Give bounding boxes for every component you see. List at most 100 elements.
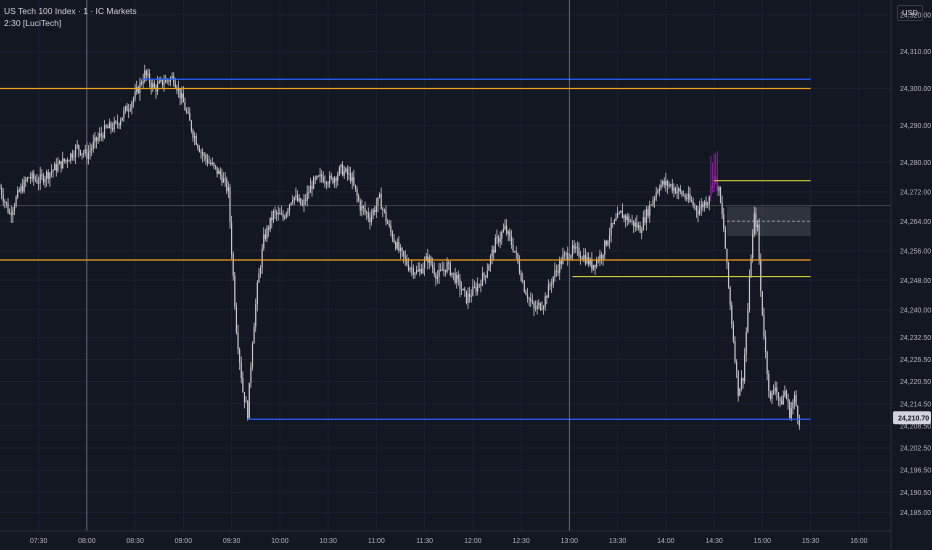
- candle-body: [187, 111, 189, 114]
- candle-body: [707, 202, 709, 206]
- candle-body: [216, 166, 218, 174]
- candle-body: [245, 401, 247, 403]
- x-tick-label: 11:30: [416, 538, 433, 545]
- time-axis-background[interactable]: [0, 531, 891, 550]
- candle-body: [779, 398, 781, 401]
- indicator-label[interactable]: 2:30 [LuciTech]: [4, 18, 62, 28]
- time-axis-ticks: 07:30 08:00 08:30 09:00 09:30 10:00 10:30 11:00…: [30, 538, 868, 545]
- candle-body: [663, 180, 665, 186]
- candle-body: [271, 217, 273, 221]
- candle-body: [163, 82, 165, 86]
- candle-body: [94, 137, 96, 142]
- candle-body: [197, 144, 199, 148]
- grid: [0, 0, 891, 531]
- candle-body: [66, 159, 69, 162]
- candle-body: [103, 125, 106, 138]
- candle-body: [369, 218, 371, 222]
- symbol-title[interactable]: US Tech 100 Index · 1 · IC Markets: [4, 6, 137, 16]
- candle-body: [510, 236, 513, 245]
- candle-body: [243, 392, 246, 403]
- y-tick-label: 24,256.00: [900, 248, 931, 255]
- candle-body: [280, 213, 283, 215]
- candle-body: [42, 175, 45, 183]
- candle-body: [522, 280, 524, 282]
- candle-body: [158, 80, 160, 84]
- candle-body: [626, 216, 628, 221]
- candle-body: [718, 187, 720, 192]
- candle-body: [449, 262, 451, 276]
- candle-body: [744, 354, 746, 382]
- candle-body: [341, 164, 344, 176]
- candle-body: [750, 257, 752, 278]
- candle-body: [390, 225, 392, 232]
- x-tick-label: 09:30: [223, 538, 241, 545]
- candle-body: [97, 137, 99, 141]
- candle-body: [171, 76, 173, 78]
- currency-button[interactable]: USD: [897, 5, 923, 21]
- candle-body: [118, 123, 120, 126]
- candle-body: [732, 324, 734, 342]
- candle-body: [573, 245, 575, 249]
- candle-body: [83, 153, 85, 154]
- candle-body: [695, 206, 697, 211]
- candle-body: [596, 259, 598, 267]
- candle-body: [769, 390, 771, 399]
- candle-body: [589, 259, 591, 265]
- y-tick-label: 24,214.50: [900, 401, 931, 408]
- candle-body: [528, 298, 530, 300]
- candle-body: [436, 276, 439, 279]
- candle-body: [684, 195, 686, 199]
- candle-body: [633, 220, 635, 227]
- candle-body: [137, 87, 139, 94]
- candle-body: [198, 147, 201, 152]
- x-tick-label: 13:00: [561, 538, 579, 545]
- candle-body: [179, 88, 181, 99]
- candle-body: [276, 212, 278, 215]
- candle-body: [76, 145, 78, 147]
- candle-body: [255, 304, 257, 327]
- candle-body: [591, 259, 593, 270]
- candle-body: [110, 122, 112, 129]
- horizontal-levels[interactable]: [0, 78, 811, 420]
- candle-body: [761, 291, 763, 315]
- candle-body: [300, 198, 302, 205]
- candle-body: [404, 256, 406, 259]
- candle-body: [253, 326, 255, 344]
- candle-body: [31, 173, 33, 179]
- candle-body: [653, 197, 656, 201]
- candle-body: [2, 195, 4, 202]
- candle-body: [485, 275, 487, 278]
- candle-body: [222, 178, 225, 183]
- price-axis-background[interactable]: [891, 0, 932, 550]
- candle-body: [430, 257, 432, 265]
- candle-body: [256, 282, 258, 305]
- candle-body: [517, 253, 519, 263]
- current-price-box: [893, 411, 931, 425]
- candle-body: [89, 150, 91, 153]
- candle-body: [123, 110, 125, 118]
- candle-body: [221, 175, 223, 183]
- candle-body: [686, 198, 688, 200]
- candle-body: [613, 220, 615, 225]
- candle-body: [758, 224, 760, 260]
- candle-body: [438, 269, 440, 277]
- candle-body: [210, 162, 212, 165]
- candle-body: [549, 284, 551, 286]
- candle-body: [491, 249, 493, 257]
- candle-body: [293, 197, 295, 200]
- candle-body: [242, 378, 244, 393]
- candle-body: [292, 199, 294, 203]
- x-tick-label: 15:00: [754, 538, 772, 545]
- candle-body: [65, 159, 67, 162]
- candle-body: [412, 267, 414, 275]
- candle-body: [742, 377, 744, 382]
- chart-header: US Tech 100 Index · 1 · IC Markets 2:30 …: [4, 5, 137, 29]
- candle-body: [414, 273, 416, 275]
- candle-body: [393, 238, 395, 243]
- candle-body: [576, 247, 578, 249]
- candle-body: [533, 302, 535, 309]
- candle-body: [644, 217, 646, 223]
- candle-body: [432, 264, 434, 269]
- candle-body: [581, 258, 583, 259]
